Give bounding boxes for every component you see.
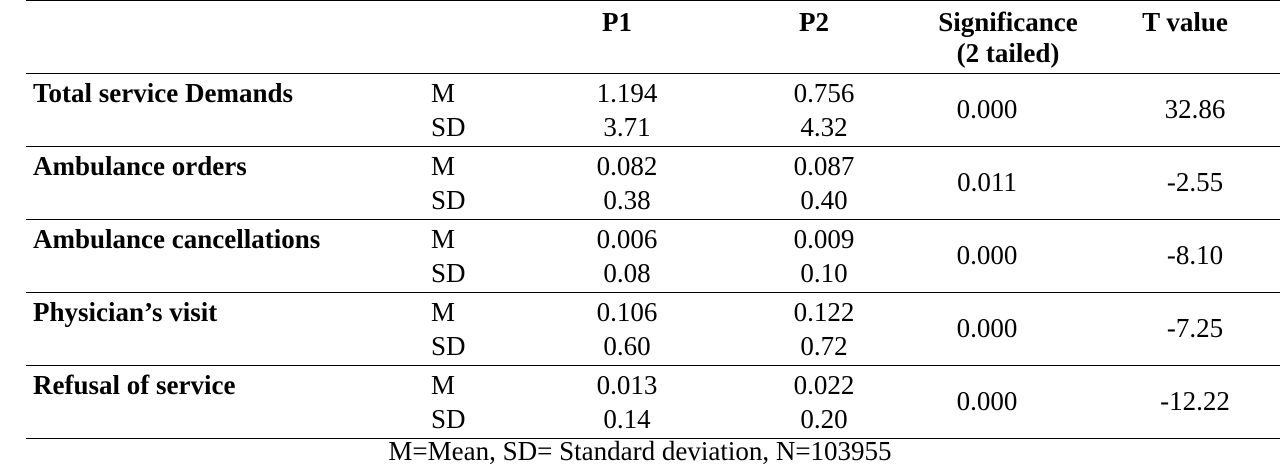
stat-label-sd: SD <box>431 112 466 142</box>
table-footnote: M=Mean, SD= Standard deviation, N=103955 <box>388 436 892 466</box>
header-p2: P2 <box>799 7 829 37</box>
row-label: Ambulance cancellations <box>33 224 321 254</box>
row-label: Total service Demands <box>33 78 293 108</box>
p1-sd: 0.38 <box>603 185 651 215</box>
table-body: Total service Demands M SD 1.194 3.71 0.756 4.… <box>26 74 1280 439</box>
t-value: -7.25 <box>1166 313 1224 343</box>
significance-value: 0.011 <box>957 167 1017 197</box>
p1-sd: 3.71 <box>603 112 651 142</box>
p2-mean: 0.087 <box>793 151 855 181</box>
table-row-group: Ambulance cancellations M SD 0.006 0.08 0.009… <box>26 220 1280 293</box>
t-value: -8.10 <box>1166 240 1224 270</box>
table-row-group: Ambulance orders M SD 0.082 0.38 0.087 0.40 0.0… <box>26 147 1280 220</box>
header-significance-line1: Significance <box>938 7 1078 37</box>
significance-value: 0.000 <box>956 240 1018 270</box>
row-label: Physician’s visit <box>33 297 218 327</box>
significance-value: 0.000 <box>956 313 1018 343</box>
t-value: 32.86 <box>1164 94 1226 124</box>
row-label: Refusal of service <box>33 370 236 400</box>
stat-label-sd: SD <box>431 258 466 288</box>
stat-label-m: M <box>431 78 456 108</box>
header-significance: Significance (2 tailed) <box>898 7 1118 69</box>
row-label: Ambulance orders <box>33 151 247 181</box>
p1-mean: 1.194 <box>596 78 658 108</box>
stat-label-m: M <box>431 151 456 181</box>
p2-sd: 0.10 <box>800 258 848 288</box>
header-significance-line2: (2 tailed) <box>956 38 1060 68</box>
p2-sd: 0.40 <box>800 185 848 215</box>
p1-sd: 0.60 <box>603 331 651 361</box>
p1-sd: 0.08 <box>603 258 651 288</box>
p1-mean: 0.082 <box>596 151 658 181</box>
p2-mean: 0.022 <box>793 370 855 400</box>
table-row-group: Total service Demands M SD 1.194 3.71 0.756 4.… <box>26 74 1280 147</box>
stat-label-m: M <box>431 224 456 254</box>
table-row-group: Refusal of service M SD 0.013 0.14 0.022 0.20 0… <box>26 366 1280 439</box>
p2-mean: 0.009 <box>793 224 855 254</box>
table-header: P1 P2 Significance (2 tailed) T value <box>26 1 1280 74</box>
stat-label-sd: SD <box>431 404 466 434</box>
p2-mean: 0.756 <box>793 78 855 108</box>
p1-mean: 0.013 <box>596 370 658 400</box>
significance-value: 0.000 <box>956 94 1018 124</box>
p1-mean: 0.006 <box>596 224 658 254</box>
p2-sd: 4.32 <box>800 112 848 142</box>
p2-mean: 0.122 <box>793 297 855 327</box>
p2-sd: 0.20 <box>800 404 848 434</box>
p1-mean: 0.106 <box>596 297 658 327</box>
header-t-value: T value <box>1142 7 1228 37</box>
t-value: -12.22 <box>1160 386 1230 416</box>
significance-value: 0.000 <box>956 386 1018 416</box>
p1-sd: 0.14 <box>603 404 651 434</box>
t-value: -2.55 <box>1166 167 1224 197</box>
results-table: P1 P2 Significance (2 tailed) T value To… <box>26 0 1280 439</box>
table-row-group: Physician’s visit M SD 0.106 0.60 0.122 0.72 0.… <box>26 293 1280 366</box>
stat-label-sd: SD <box>431 331 466 361</box>
stat-label-sd: SD <box>431 185 466 215</box>
stat-label-m: M <box>431 297 456 327</box>
header-p1: P1 <box>602 7 632 37</box>
stat-label-m: M <box>431 370 456 400</box>
p2-sd: 0.72 <box>800 331 848 361</box>
